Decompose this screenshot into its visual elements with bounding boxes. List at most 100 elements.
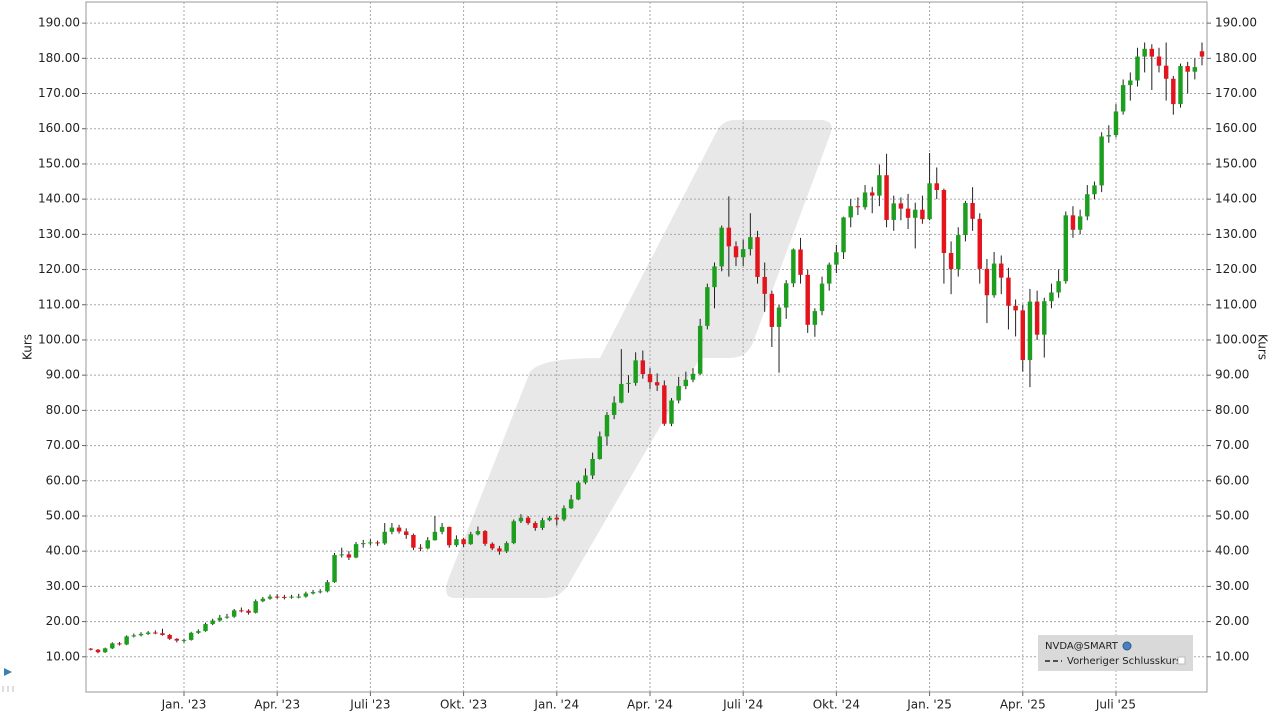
candle-body xyxy=(984,268,990,296)
y2-tick-label: 80.00 xyxy=(1215,403,1249,417)
y-tick-label: 40.00 xyxy=(46,544,80,558)
candle-body xyxy=(289,596,294,598)
candle-body xyxy=(490,543,495,549)
candle-body xyxy=(776,307,782,327)
y-tick-label: 100.00 xyxy=(38,332,80,346)
candle-body xyxy=(425,540,430,549)
candle-body xyxy=(332,555,337,583)
candle-body xyxy=(669,400,674,424)
candle-body xyxy=(740,249,746,258)
x-tick-label: Apr. '23 xyxy=(254,698,300,712)
candle-body xyxy=(963,203,968,236)
candle-body xyxy=(274,596,280,598)
candle-body xyxy=(224,616,230,618)
x-tick-label: Jan. '23 xyxy=(161,698,207,712)
candle-body xyxy=(145,632,151,634)
y2-tick-label: 30.00 xyxy=(1215,579,1249,593)
y2-tick-label: 100.00 xyxy=(1215,332,1257,346)
candle-body xyxy=(303,593,309,597)
candle-body xyxy=(676,386,681,401)
candle-body xyxy=(368,542,373,544)
y-tick-label: 20.00 xyxy=(46,614,80,628)
candle-body xyxy=(246,610,251,613)
candle-body xyxy=(898,203,904,209)
candle-body xyxy=(1178,66,1183,105)
y2-tick-label: 50.00 xyxy=(1215,508,1249,522)
candle-body xyxy=(396,527,402,532)
candle-body xyxy=(568,499,574,509)
candle-body xyxy=(977,218,982,269)
y2-tick-label: 140.00 xyxy=(1215,192,1257,206)
y-tick-label: 190.00 xyxy=(38,16,80,30)
candle-body xyxy=(554,517,560,520)
legend-box xyxy=(1038,635,1193,671)
candle-body xyxy=(991,263,997,296)
candle-body xyxy=(181,639,187,641)
x-tick-label: Apr. '24 xyxy=(627,698,673,712)
candles xyxy=(88,42,1205,654)
candle-body xyxy=(231,610,237,617)
candle-body xyxy=(798,249,803,275)
candle-body xyxy=(117,643,122,645)
candle-body xyxy=(196,631,201,633)
y2-tick-label: 60.00 xyxy=(1215,473,1249,487)
candle-body xyxy=(160,633,165,635)
candle-body xyxy=(432,531,438,541)
y-tick-label: 80.00 xyxy=(46,403,80,417)
candle-body xyxy=(1056,281,1061,293)
candle-body xyxy=(755,237,760,277)
candle-body xyxy=(124,636,129,645)
candle-body xyxy=(454,539,459,546)
candle-body xyxy=(855,206,861,208)
x-tick-label: Okt. '24 xyxy=(813,698,860,712)
candle-body xyxy=(626,382,631,384)
legend-checkbox[interactable] xyxy=(1177,656,1186,665)
candle-body xyxy=(1099,136,1104,186)
candle-body xyxy=(253,601,258,613)
y-tick-label: 70.00 xyxy=(46,438,80,452)
candle-body xyxy=(862,192,868,208)
y2-tick-label: 70.00 xyxy=(1215,438,1249,452)
candle-body xyxy=(647,374,653,383)
x-tick-label: Okt. '23 xyxy=(440,698,487,712)
candle-body xyxy=(783,283,789,308)
candle-body xyxy=(504,543,509,552)
candle-body xyxy=(533,523,538,528)
grid xyxy=(82,2,1211,696)
candle-body xyxy=(1106,135,1112,137)
candle-body xyxy=(167,634,172,639)
candle-body xyxy=(1006,277,1011,306)
candle-body xyxy=(791,249,796,284)
candle-body xyxy=(640,360,646,375)
candle-body xyxy=(411,534,416,548)
candle-body xyxy=(282,596,287,598)
candle-body xyxy=(540,520,545,528)
candle-body xyxy=(1156,56,1162,66)
candle-body xyxy=(382,531,387,544)
candle-body xyxy=(482,531,488,544)
candle-body xyxy=(447,526,452,546)
candle-body xyxy=(1027,301,1033,361)
candle-body xyxy=(102,648,108,653)
candle-body xyxy=(877,175,882,196)
candle-body xyxy=(905,208,911,218)
y2-tick-label: 20.00 xyxy=(1215,614,1249,628)
candle-body xyxy=(525,517,531,524)
candle-body xyxy=(375,542,380,544)
candle-body xyxy=(619,383,624,403)
candle-body xyxy=(934,183,939,190)
candle-body xyxy=(590,458,595,476)
candle-body xyxy=(95,649,101,653)
y-tick-label: 140.00 xyxy=(38,192,80,206)
y-axis-label: Kurs xyxy=(21,334,35,360)
candle-body xyxy=(547,517,552,521)
candle-body xyxy=(296,596,301,598)
candle-body xyxy=(203,624,208,632)
x-tick-label: Apr. '25 xyxy=(1000,698,1046,712)
y2-tick-label: 190.00 xyxy=(1215,16,1257,30)
y-tick-label: 160.00 xyxy=(38,121,80,135)
candle-body xyxy=(418,547,423,549)
candle-body xyxy=(1192,67,1198,72)
